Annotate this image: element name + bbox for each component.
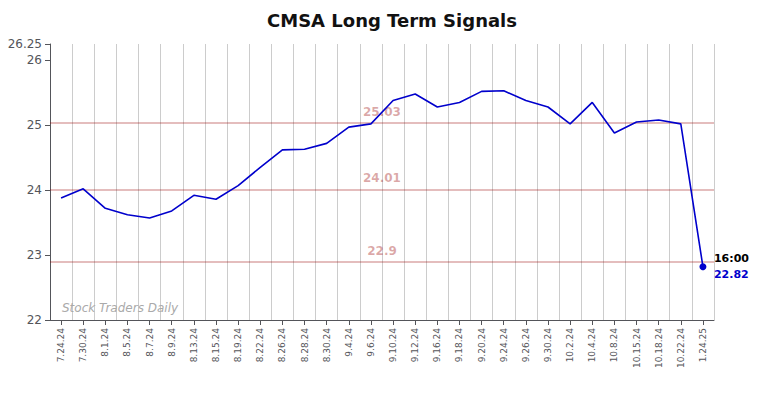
svg-text:8.1.24: 8.1.24: [100, 328, 110, 357]
svg-text:8.28.24: 8.28.24: [300, 328, 310, 363]
svg-text:24: 24: [27, 183, 42, 197]
svg-text:10.22.24: 10.22.24: [676, 328, 686, 368]
svg-text:8.13.24: 8.13.24: [189, 328, 199, 363]
svg-text:9.12.24: 9.12.24: [410, 328, 420, 363]
svg-text:9.24.24: 9.24.24: [499, 328, 509, 363]
svg-text:Stock Traders Daily: Stock Traders Daily: [62, 301, 179, 315]
svg-text:22: 22: [27, 313, 42, 327]
svg-text:8.26.24: 8.26.24: [277, 328, 287, 363]
svg-text:9.18.24: 9.18.24: [454, 328, 464, 363]
svg-text:25: 25: [27, 118, 42, 132]
svg-text:9.20.24: 9.20.24: [477, 328, 487, 363]
svg-text:8.15.24: 8.15.24: [211, 328, 221, 363]
svg-text:10.15.24: 10.15.24: [632, 328, 642, 368]
svg-text:26: 26: [27, 53, 42, 67]
svg-text:26.25: 26.25: [8, 37, 42, 51]
svg-text:10.4.24: 10.4.24: [587, 328, 597, 363]
svg-text:23: 23: [27, 248, 42, 262]
svg-text:22.9: 22.9: [367, 244, 397, 258]
svg-text:25.03: 25.03: [363, 105, 401, 120]
svg-text:8.5.24: 8.5.24: [122, 328, 132, 357]
svg-text:7.30.24: 7.30.24: [78, 328, 88, 363]
svg-text:22.82: 22.82: [714, 268, 749, 281]
svg-text:10.2.24: 10.2.24: [565, 328, 575, 363]
svg-text:8.7.24: 8.7.24: [145, 328, 155, 357]
svg-text:10.8.24: 10.8.24: [609, 328, 619, 363]
svg-text:16:00: 16:00: [714, 252, 749, 265]
svg-text:9.6.24: 9.6.24: [366, 328, 376, 357]
svg-text:1.24.25: 1.24.25: [698, 328, 708, 362]
svg-text:8.9.24: 8.9.24: [167, 328, 177, 357]
svg-text:9.26.24: 9.26.24: [521, 328, 531, 363]
svg-text:9.10.24: 9.10.24: [388, 328, 398, 363]
svg-text:8.30.24: 8.30.24: [322, 328, 332, 363]
svg-text:CMSA Long Term Signals: CMSA Long Term Signals: [267, 10, 517, 31]
svg-text:9.4.24: 9.4.24: [344, 328, 354, 357]
svg-text:8.19.24: 8.19.24: [233, 328, 243, 363]
svg-text:24.01: 24.01: [363, 171, 401, 185]
svg-text:8.22.24: 8.22.24: [255, 328, 265, 363]
svg-text:7.24.24: 7.24.24: [56, 328, 66, 363]
svg-text:9.30.24: 9.30.24: [543, 328, 553, 363]
svg-text:10.18.24: 10.18.24: [654, 328, 664, 368]
svg-text:9.16.24: 9.16.24: [432, 328, 442, 363]
